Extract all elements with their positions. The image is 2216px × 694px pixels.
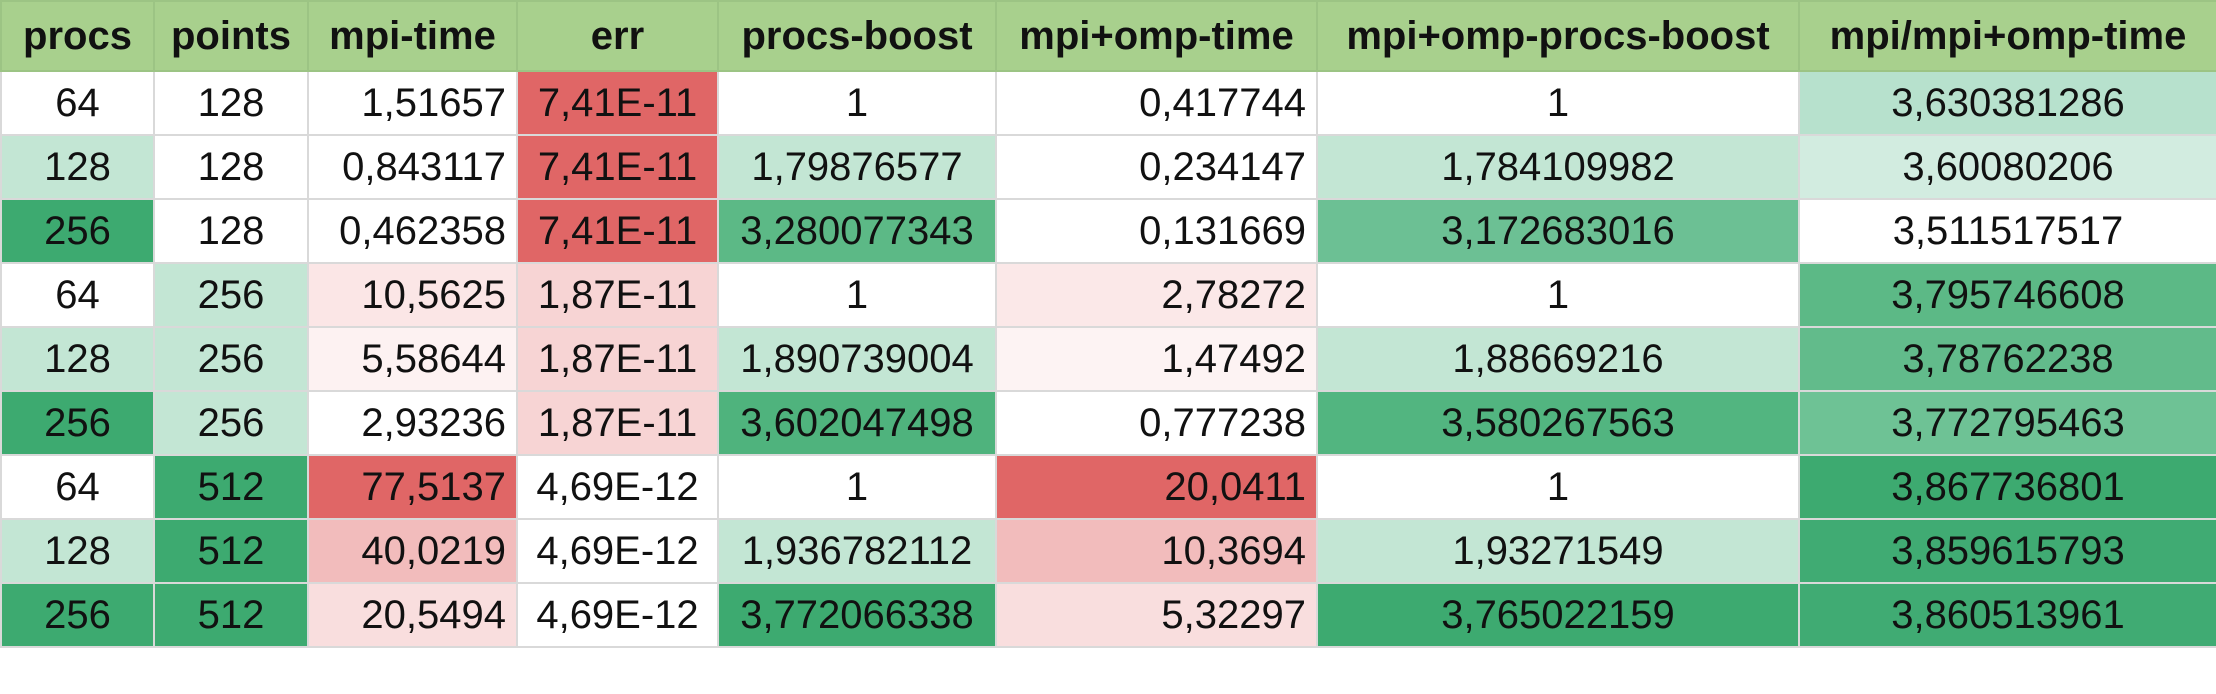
table-cell[interactable]: 3,602047498: [717, 390, 997, 456]
table-cell[interactable]: 3,772066338: [717, 582, 997, 648]
table-cell[interactable]: 1,93271549: [1316, 518, 1800, 584]
table-cell[interactable]: 512: [153, 518, 309, 584]
table-cell[interactable]: 64: [0, 262, 155, 328]
table-cell[interactable]: 1,51657: [307, 70, 518, 136]
table-cell[interactable]: 1: [717, 70, 997, 136]
table-cell[interactable]: 3,765022159: [1316, 582, 1800, 648]
table-row: 64 512 77,5137 4,69E-12 1 20,0411 1 3,867736801: [0, 454, 2216, 520]
table-cell[interactable]: 7,41E-11: [516, 70, 719, 136]
column-header-procs[interactable]: procs: [0, 0, 155, 72]
table-cell[interactable]: 256: [0, 582, 155, 648]
table-cell[interactable]: 1,890739004: [717, 326, 997, 392]
table-cell[interactable]: 1,79876577: [717, 134, 997, 200]
table-cell[interactable]: 0,417744: [995, 70, 1318, 136]
table-cell[interactable]: 512: [153, 454, 309, 520]
table-cell[interactable]: 128: [0, 518, 155, 584]
table-row: 64 128 1,51657 7,41E-11 1 0,417744 1 3,63038128…: [0, 70, 2216, 136]
column-header-mpi-omp-time[interactable]: mpi+omp-time: [995, 0, 1318, 72]
table-cell[interactable]: 256: [0, 198, 155, 264]
table-cell[interactable]: 1,88669216: [1316, 326, 1800, 392]
table-row: 128 512 40,0219 4,69E-12 1,936782112 10,3694 1…: [0, 518, 2216, 584]
table-cell[interactable]: 10,3694: [995, 518, 1318, 584]
table-cell[interactable]: 5,58644: [307, 326, 518, 392]
table-cell[interactable]: 4,69E-12: [516, 582, 719, 648]
results-table: procs points mpi-time err procs-boost mp…: [0, 0, 2216, 648]
table-cell[interactable]: 1,87E-11: [516, 390, 719, 456]
table-cell[interactable]: 128: [0, 134, 155, 200]
table-cell[interactable]: 128: [153, 134, 309, 200]
table-cell[interactable]: 256: [0, 390, 155, 456]
table-body: 64 128 1,51657 7,41E-11 1 0,417744 1 3,63038128…: [0, 70, 2216, 648]
table-cell[interactable]: 20,5494: [307, 582, 518, 648]
table-cell[interactable]: 3,78762238: [1798, 326, 2216, 392]
table-cell[interactable]: 256: [153, 390, 309, 456]
table-cell[interactable]: 1: [717, 454, 997, 520]
table-cell[interactable]: 3,60080206: [1798, 134, 2216, 200]
table-cell[interactable]: 2,78272: [995, 262, 1318, 328]
table-cell[interactable]: 7,41E-11: [516, 198, 719, 264]
table-row: 64 256 10,5625 1,87E-11 1 2,78272 1 3,795746608: [0, 262, 2216, 328]
table-cell[interactable]: 1,936782112: [717, 518, 997, 584]
table-cell[interactable]: 5,32297: [995, 582, 1318, 648]
column-header-mpi-omp-procs-boost[interactable]: mpi+omp-procs-boost: [1316, 0, 1800, 72]
table-cell[interactable]: 20,0411: [995, 454, 1318, 520]
table-row: 256 256 2,93236 1,87E-11 3,602047498 0,777238…: [0, 390, 2216, 456]
table-cell[interactable]: 3,867736801: [1798, 454, 2216, 520]
table-cell[interactable]: 64: [0, 70, 155, 136]
table-cell[interactable]: 0,843117: [307, 134, 518, 200]
table-row: 128 256 5,58644 1,87E-11 1,890739004 1,47492 1…: [0, 326, 2216, 392]
column-header-procs-boost[interactable]: procs-boost: [717, 0, 997, 72]
table-cell[interactable]: 1,47492: [995, 326, 1318, 392]
table-cell[interactable]: 256: [153, 262, 309, 328]
table-cell[interactable]: 3,859615793: [1798, 518, 2216, 584]
table-cell[interactable]: 64: [0, 454, 155, 520]
table-cell[interactable]: 3,580267563: [1316, 390, 1800, 456]
table-cell[interactable]: 1,87E-11: [516, 262, 719, 328]
header-row: procs points mpi-time err procs-boost mp…: [0, 0, 2216, 72]
table-cell[interactable]: 1,87E-11: [516, 326, 719, 392]
table-cell[interactable]: 512: [153, 582, 309, 648]
table-cell[interactable]: 1: [717, 262, 997, 328]
table-cell[interactable]: 40,0219: [307, 518, 518, 584]
table-cell[interactable]: 1: [1316, 454, 1800, 520]
column-header-err[interactable]: err: [516, 0, 719, 72]
table-cell[interactable]: 3,511517517: [1798, 198, 2216, 264]
table-cell[interactable]: 3,795746608: [1798, 262, 2216, 328]
table-cell[interactable]: 4,69E-12: [516, 454, 719, 520]
table-row: 256 512 20,5494 4,69E-12 3,772066338 5,32297 3…: [0, 582, 2216, 648]
table-cell[interactable]: 77,5137: [307, 454, 518, 520]
table-cell[interactable]: 1: [1316, 70, 1800, 136]
table-cell[interactable]: 1,784109982: [1316, 134, 1800, 200]
table-cell[interactable]: 2,93236: [307, 390, 518, 456]
table-cell[interactable]: 0,234147: [995, 134, 1318, 200]
table-cell[interactable]: 3,860513961: [1798, 582, 2216, 648]
table-cell[interactable]: 7,41E-11: [516, 134, 719, 200]
table-row: 128 128 0,843117 7,41E-11 1,79876577 0,234147…: [0, 134, 2216, 200]
table-cell[interactable]: 128: [0, 326, 155, 392]
table-cell[interactable]: 256: [153, 326, 309, 392]
table-cell[interactable]: 128: [153, 198, 309, 264]
table-cell[interactable]: 128: [153, 70, 309, 136]
table-cell[interactable]: 3,280077343: [717, 198, 997, 264]
table-cell[interactable]: 3,630381286: [1798, 70, 2216, 136]
column-header-points[interactable]: points: [153, 0, 309, 72]
table-cell[interactable]: 3,772795463: [1798, 390, 2216, 456]
table-cell[interactable]: 3,172683016: [1316, 198, 1800, 264]
column-header-mpi-ratio[interactable]: mpi/mpi+omp-time: [1798, 0, 2216, 72]
table-cell[interactable]: 0,462358: [307, 198, 518, 264]
table-row: 256 128 0,462358 7,41E-11 3,280077343 0,13166…: [0, 198, 2216, 264]
table-cell[interactable]: 0,131669: [995, 198, 1318, 264]
table-cell[interactable]: 0,777238: [995, 390, 1318, 456]
table-cell[interactable]: 10,5625: [307, 262, 518, 328]
table-cell[interactable]: 1: [1316, 262, 1800, 328]
column-header-mpi-time[interactable]: mpi-time: [307, 0, 518, 72]
table-cell[interactable]: 4,69E-12: [516, 518, 719, 584]
